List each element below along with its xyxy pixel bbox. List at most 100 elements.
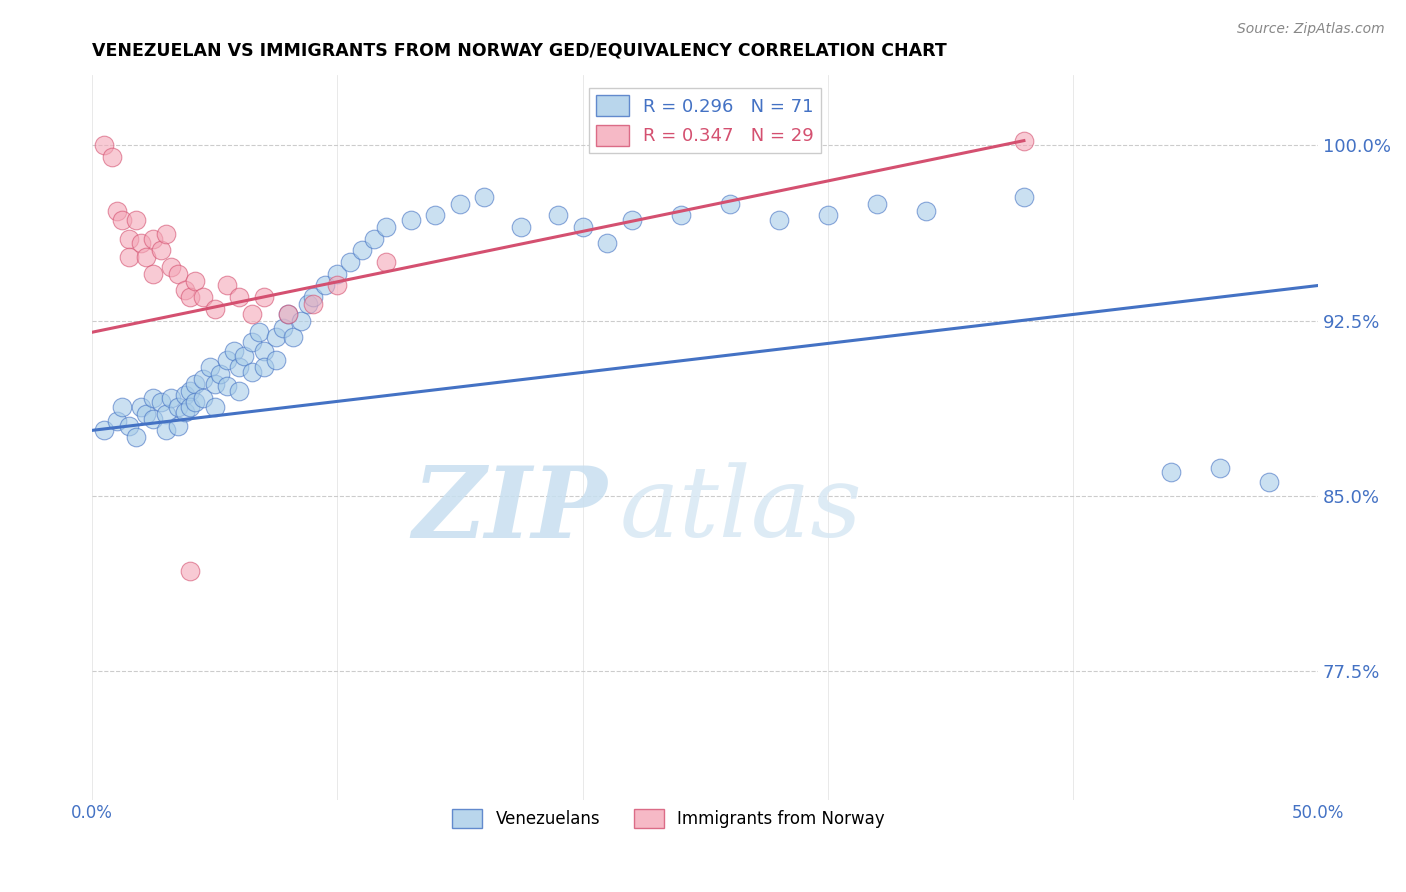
Point xyxy=(375,255,398,269)
Point xyxy=(277,306,299,320)
Point xyxy=(118,232,141,246)
Point xyxy=(375,220,398,235)
Text: VENEZUELAN VS IMMIGRANTS FROM NORWAY GED/EQUIVALENCY CORRELATION CHART: VENEZUELAN VS IMMIGRANTS FROM NORWAY GED… xyxy=(93,42,946,60)
Point xyxy=(155,423,177,437)
Point xyxy=(1258,475,1281,489)
Point xyxy=(228,290,250,304)
Point xyxy=(142,411,165,425)
Point xyxy=(129,400,152,414)
Point xyxy=(142,267,165,281)
Text: atlas: atlas xyxy=(619,462,862,558)
Point xyxy=(215,353,238,368)
Point xyxy=(547,208,569,222)
Point xyxy=(204,301,226,316)
Point xyxy=(118,251,141,265)
Point xyxy=(277,306,299,320)
Point xyxy=(233,349,256,363)
Point xyxy=(253,290,276,304)
Point xyxy=(149,395,172,409)
Point xyxy=(142,391,165,405)
Point xyxy=(1012,190,1035,204)
Text: Source: ZipAtlas.com: Source: ZipAtlas.com xyxy=(1237,22,1385,37)
Point xyxy=(297,297,319,311)
Point xyxy=(155,227,177,241)
Point xyxy=(179,290,201,304)
Point xyxy=(718,196,741,211)
Point xyxy=(129,236,152,251)
Point xyxy=(240,306,263,320)
Point xyxy=(768,213,790,227)
Point xyxy=(179,384,201,398)
Point xyxy=(326,267,349,281)
Point xyxy=(914,203,936,218)
Point xyxy=(1209,460,1232,475)
Point xyxy=(247,325,270,339)
Point xyxy=(149,244,172,258)
Point xyxy=(866,196,889,211)
Point xyxy=(155,407,177,421)
Point xyxy=(93,423,115,437)
Point xyxy=(174,405,197,419)
Point xyxy=(105,203,128,218)
Point xyxy=(669,208,692,222)
Point xyxy=(273,320,295,334)
Point xyxy=(174,388,197,402)
Point xyxy=(817,208,839,222)
Point xyxy=(449,196,471,211)
Point xyxy=(135,251,157,265)
Point xyxy=(240,365,263,379)
Point xyxy=(191,290,214,304)
Point xyxy=(208,368,231,382)
Point xyxy=(167,267,190,281)
Point xyxy=(204,376,226,391)
Point xyxy=(159,260,181,274)
Point xyxy=(253,360,276,375)
Point xyxy=(159,391,181,405)
Point xyxy=(1012,134,1035,148)
Point xyxy=(571,220,593,235)
Point xyxy=(264,353,287,368)
Point xyxy=(215,278,238,293)
Point xyxy=(110,213,132,227)
Point xyxy=(510,220,533,235)
Point xyxy=(290,313,312,327)
Point xyxy=(399,213,422,227)
Point xyxy=(474,190,496,204)
Point xyxy=(339,255,361,269)
Point xyxy=(110,400,132,414)
Point xyxy=(118,418,141,433)
Point xyxy=(224,343,246,358)
Point xyxy=(125,430,148,444)
Point xyxy=(264,330,287,344)
Point xyxy=(198,360,221,375)
Point xyxy=(425,208,447,222)
Point xyxy=(179,564,201,578)
Point xyxy=(326,278,349,293)
Point xyxy=(179,400,201,414)
Point xyxy=(184,274,207,288)
Point xyxy=(174,283,197,297)
Point xyxy=(215,379,238,393)
Point xyxy=(350,244,373,258)
Point xyxy=(204,400,226,414)
Point xyxy=(228,360,250,375)
Text: ZIP: ZIP xyxy=(412,461,607,558)
Point xyxy=(283,330,305,344)
Point xyxy=(93,138,115,153)
Point xyxy=(596,236,619,251)
Point xyxy=(363,232,385,246)
Point xyxy=(105,414,128,428)
Point xyxy=(184,376,207,391)
Point xyxy=(191,391,214,405)
Point xyxy=(167,400,190,414)
Point xyxy=(314,278,336,293)
Point xyxy=(302,297,325,311)
Point xyxy=(135,407,157,421)
Point xyxy=(1160,466,1182,480)
Point xyxy=(184,395,207,409)
Point xyxy=(253,343,276,358)
Point xyxy=(302,290,325,304)
Legend: Venezuelans, Immigrants from Norway: Venezuelans, Immigrants from Norway xyxy=(446,802,891,835)
Point xyxy=(101,150,124,164)
Point xyxy=(167,418,190,433)
